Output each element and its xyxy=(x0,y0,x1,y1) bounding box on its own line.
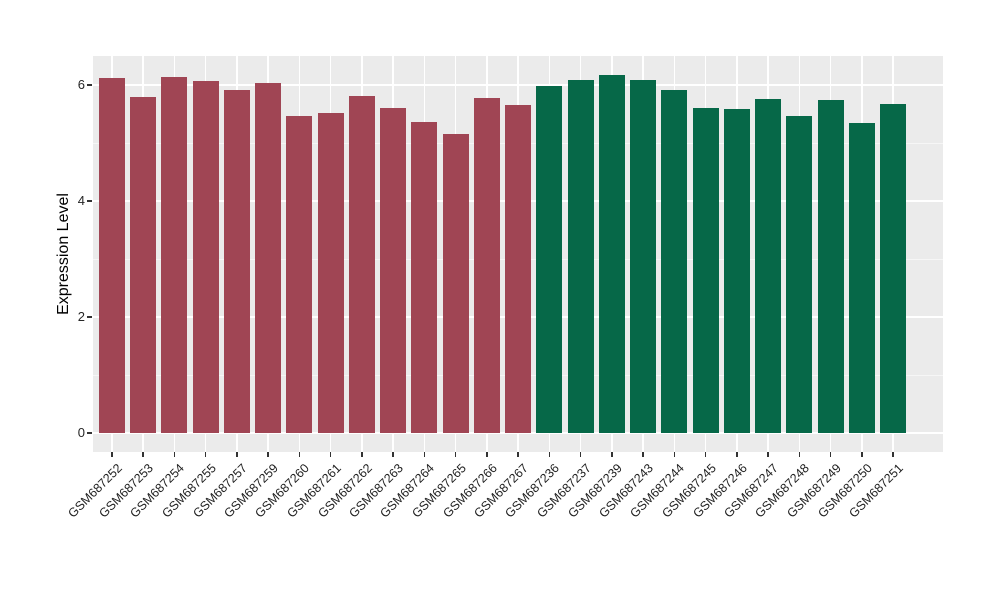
bar xyxy=(692,107,719,433)
bar xyxy=(598,74,625,433)
x-tick-mark xyxy=(267,452,269,457)
bar xyxy=(442,134,469,433)
x-tick-mark xyxy=(204,452,207,457)
x-tick-mark xyxy=(611,452,613,457)
x-tick-mark xyxy=(173,452,175,457)
bar xyxy=(255,83,281,433)
y-tick-mark xyxy=(87,316,92,318)
bar xyxy=(505,104,531,433)
x-tick-mark xyxy=(829,452,832,457)
x-tick-mark xyxy=(579,452,582,457)
bar xyxy=(817,100,844,433)
bar xyxy=(161,77,188,433)
y-tick-label: 0 xyxy=(77,425,85,440)
bar xyxy=(98,78,125,433)
y-tick-mark xyxy=(87,200,92,202)
y-tick-label: 4 xyxy=(77,193,85,208)
x-tick-mark xyxy=(111,452,113,457)
bar xyxy=(473,98,500,433)
bar xyxy=(536,86,563,433)
bar xyxy=(630,80,656,433)
bar xyxy=(661,90,688,433)
y-tick-mark xyxy=(87,84,92,86)
bar xyxy=(380,107,406,433)
x-tick-mark xyxy=(329,452,332,457)
bar xyxy=(192,80,219,433)
x-tick-mark xyxy=(704,452,707,457)
x-tick-mark xyxy=(736,452,738,457)
bar xyxy=(223,90,250,433)
plot-panel xyxy=(93,56,943,452)
x-tick-mark xyxy=(392,452,394,457)
x-tick-mark xyxy=(861,452,863,457)
y-axis-title: Expression Level xyxy=(55,193,72,315)
bar xyxy=(880,103,906,433)
bar xyxy=(755,98,781,433)
bar xyxy=(786,115,813,433)
bar xyxy=(286,115,313,433)
bar xyxy=(348,96,375,433)
x-tick-mark xyxy=(548,452,550,457)
y-tick-label: 2 xyxy=(77,309,85,324)
x-tick-mark xyxy=(486,452,488,457)
bar xyxy=(317,112,344,433)
bar xyxy=(723,109,750,433)
y-tick-mark xyxy=(87,432,92,434)
x-tick-mark xyxy=(642,452,644,457)
x-tick-mark xyxy=(673,452,675,457)
x-tick-mark xyxy=(361,452,363,457)
x-tick-mark xyxy=(142,452,144,457)
x-tick-mark xyxy=(423,452,425,457)
x-tick-mark xyxy=(798,452,800,457)
x-tick-mark xyxy=(298,452,300,457)
y-tick-label: 6 xyxy=(77,77,85,92)
x-tick-mark xyxy=(454,452,457,457)
bar xyxy=(411,121,438,433)
x-tick-mark xyxy=(236,452,238,457)
bar xyxy=(848,122,875,433)
bar xyxy=(130,96,156,433)
bar xyxy=(567,79,594,433)
x-tick-mark xyxy=(517,452,519,457)
x-tick-mark xyxy=(767,452,769,457)
x-tick-mark xyxy=(892,452,894,457)
